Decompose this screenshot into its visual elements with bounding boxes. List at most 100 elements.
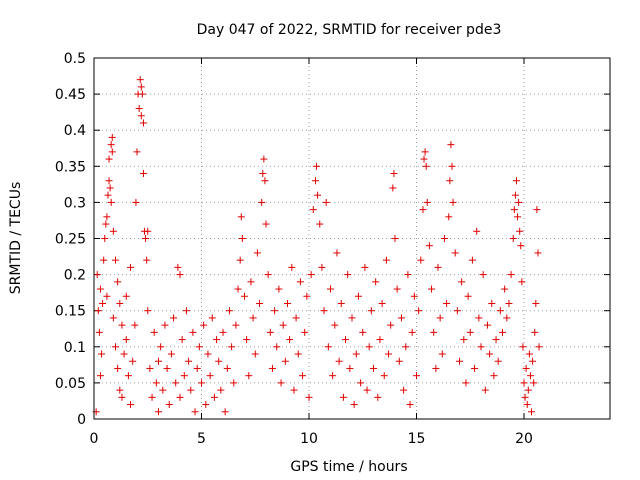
data-point: [466, 328, 474, 336]
data-point: [232, 321, 240, 329]
data-point: [107, 141, 115, 149]
data-point: [523, 401, 531, 409]
data-point: [137, 83, 145, 91]
data-point: [290, 386, 298, 394]
data-point: [421, 148, 429, 156]
data-point: [331, 321, 339, 329]
data-point: [120, 350, 128, 358]
data-point: [303, 292, 311, 300]
x-tick-label: 10: [300, 431, 318, 447]
data-point: [260, 155, 268, 163]
data-point: [247, 278, 255, 286]
data-point: [215, 357, 223, 365]
data-point: [514, 213, 522, 221]
x-tick-label: 5: [197, 431, 206, 447]
y-tick-label: 0.05: [55, 376, 86, 392]
data-point: [259, 170, 267, 178]
data-point: [249, 314, 257, 322]
data-point: [400, 386, 408, 394]
data-point: [488, 299, 496, 307]
data-point: [471, 364, 479, 372]
data-point: [243, 336, 251, 344]
data-point: [419, 206, 427, 214]
data-point: [528, 408, 536, 416]
data-point: [446, 177, 454, 185]
data-point: [102, 220, 110, 228]
data-point: [525, 350, 533, 358]
data-point: [95, 328, 103, 336]
data-point: [185, 357, 193, 365]
data-point: [112, 256, 119, 264]
data-point: [529, 357, 537, 365]
data-point: [510, 206, 518, 214]
data-point: [107, 198, 115, 206]
data-point: [374, 393, 382, 401]
data-point: [393, 285, 401, 293]
data-point: [352, 350, 360, 358]
data-point: [129, 357, 137, 365]
data-point: [494, 357, 502, 365]
data-point: [468, 256, 476, 264]
data-point: [453, 307, 461, 315]
data-point: [261, 177, 269, 185]
data-point: [515, 198, 523, 206]
data-point: [206, 372, 214, 380]
data-point: [422, 162, 430, 170]
grid: [94, 58, 610, 419]
data-point: [385, 350, 393, 358]
data-point: [481, 386, 489, 394]
data-point: [365, 343, 373, 351]
data-point: [397, 314, 405, 322]
x-tick-label: 20: [515, 431, 533, 447]
data-point: [425, 242, 433, 250]
axis-ticks: [93, 57, 610, 420]
data-point: [138, 90, 146, 98]
data-point: [501, 285, 509, 293]
data-point: [309, 206, 317, 214]
data-point: [281, 357, 289, 365]
data-point: [521, 393, 529, 401]
data-point: [451, 249, 459, 257]
data-point: [275, 285, 283, 293]
data-point: [176, 393, 184, 401]
data-point: [112, 343, 119, 351]
data-point: [180, 372, 188, 380]
data-point: [122, 292, 130, 300]
data-point: [104, 191, 112, 199]
data-point: [456, 357, 463, 365]
data-point: [262, 220, 270, 228]
data-point: [499, 328, 506, 336]
data-point: [503, 314, 511, 322]
data-point: [299, 372, 307, 380]
data-point: [477, 343, 485, 351]
data-point: [417, 256, 425, 264]
data-point: [253, 249, 261, 257]
data-point: [314, 191, 322, 199]
data-point: [277, 379, 285, 387]
data-point: [522, 364, 530, 372]
data-point: [359, 328, 367, 336]
data-point: [519, 343, 527, 351]
data-point: [534, 249, 542, 257]
data-point: [324, 343, 332, 351]
data-point: [350, 401, 358, 409]
y-tick-label: 0.15: [55, 304, 86, 320]
data-point: [346, 364, 354, 372]
data-point: [266, 328, 274, 336]
data-point: [118, 393, 126, 401]
data-point: [492, 336, 500, 344]
data-point: [256, 299, 264, 307]
data-point: [462, 379, 470, 387]
data-point: [320, 307, 328, 315]
data-point: [526, 372, 534, 380]
data-point: [150, 328, 158, 336]
data-point: [532, 299, 540, 307]
data-point: [335, 357, 343, 365]
tick-labels: 0 5 10 15 20 0 0.05 0.1 0.15 0.2 0.25 0.3 0.35 0.4 0.4…: [55, 51, 533, 447]
data-point: [127, 401, 135, 409]
data-point: [460, 336, 468, 344]
data-point: [533, 206, 541, 214]
data-point: [387, 321, 395, 329]
data-point: [516, 227, 524, 235]
